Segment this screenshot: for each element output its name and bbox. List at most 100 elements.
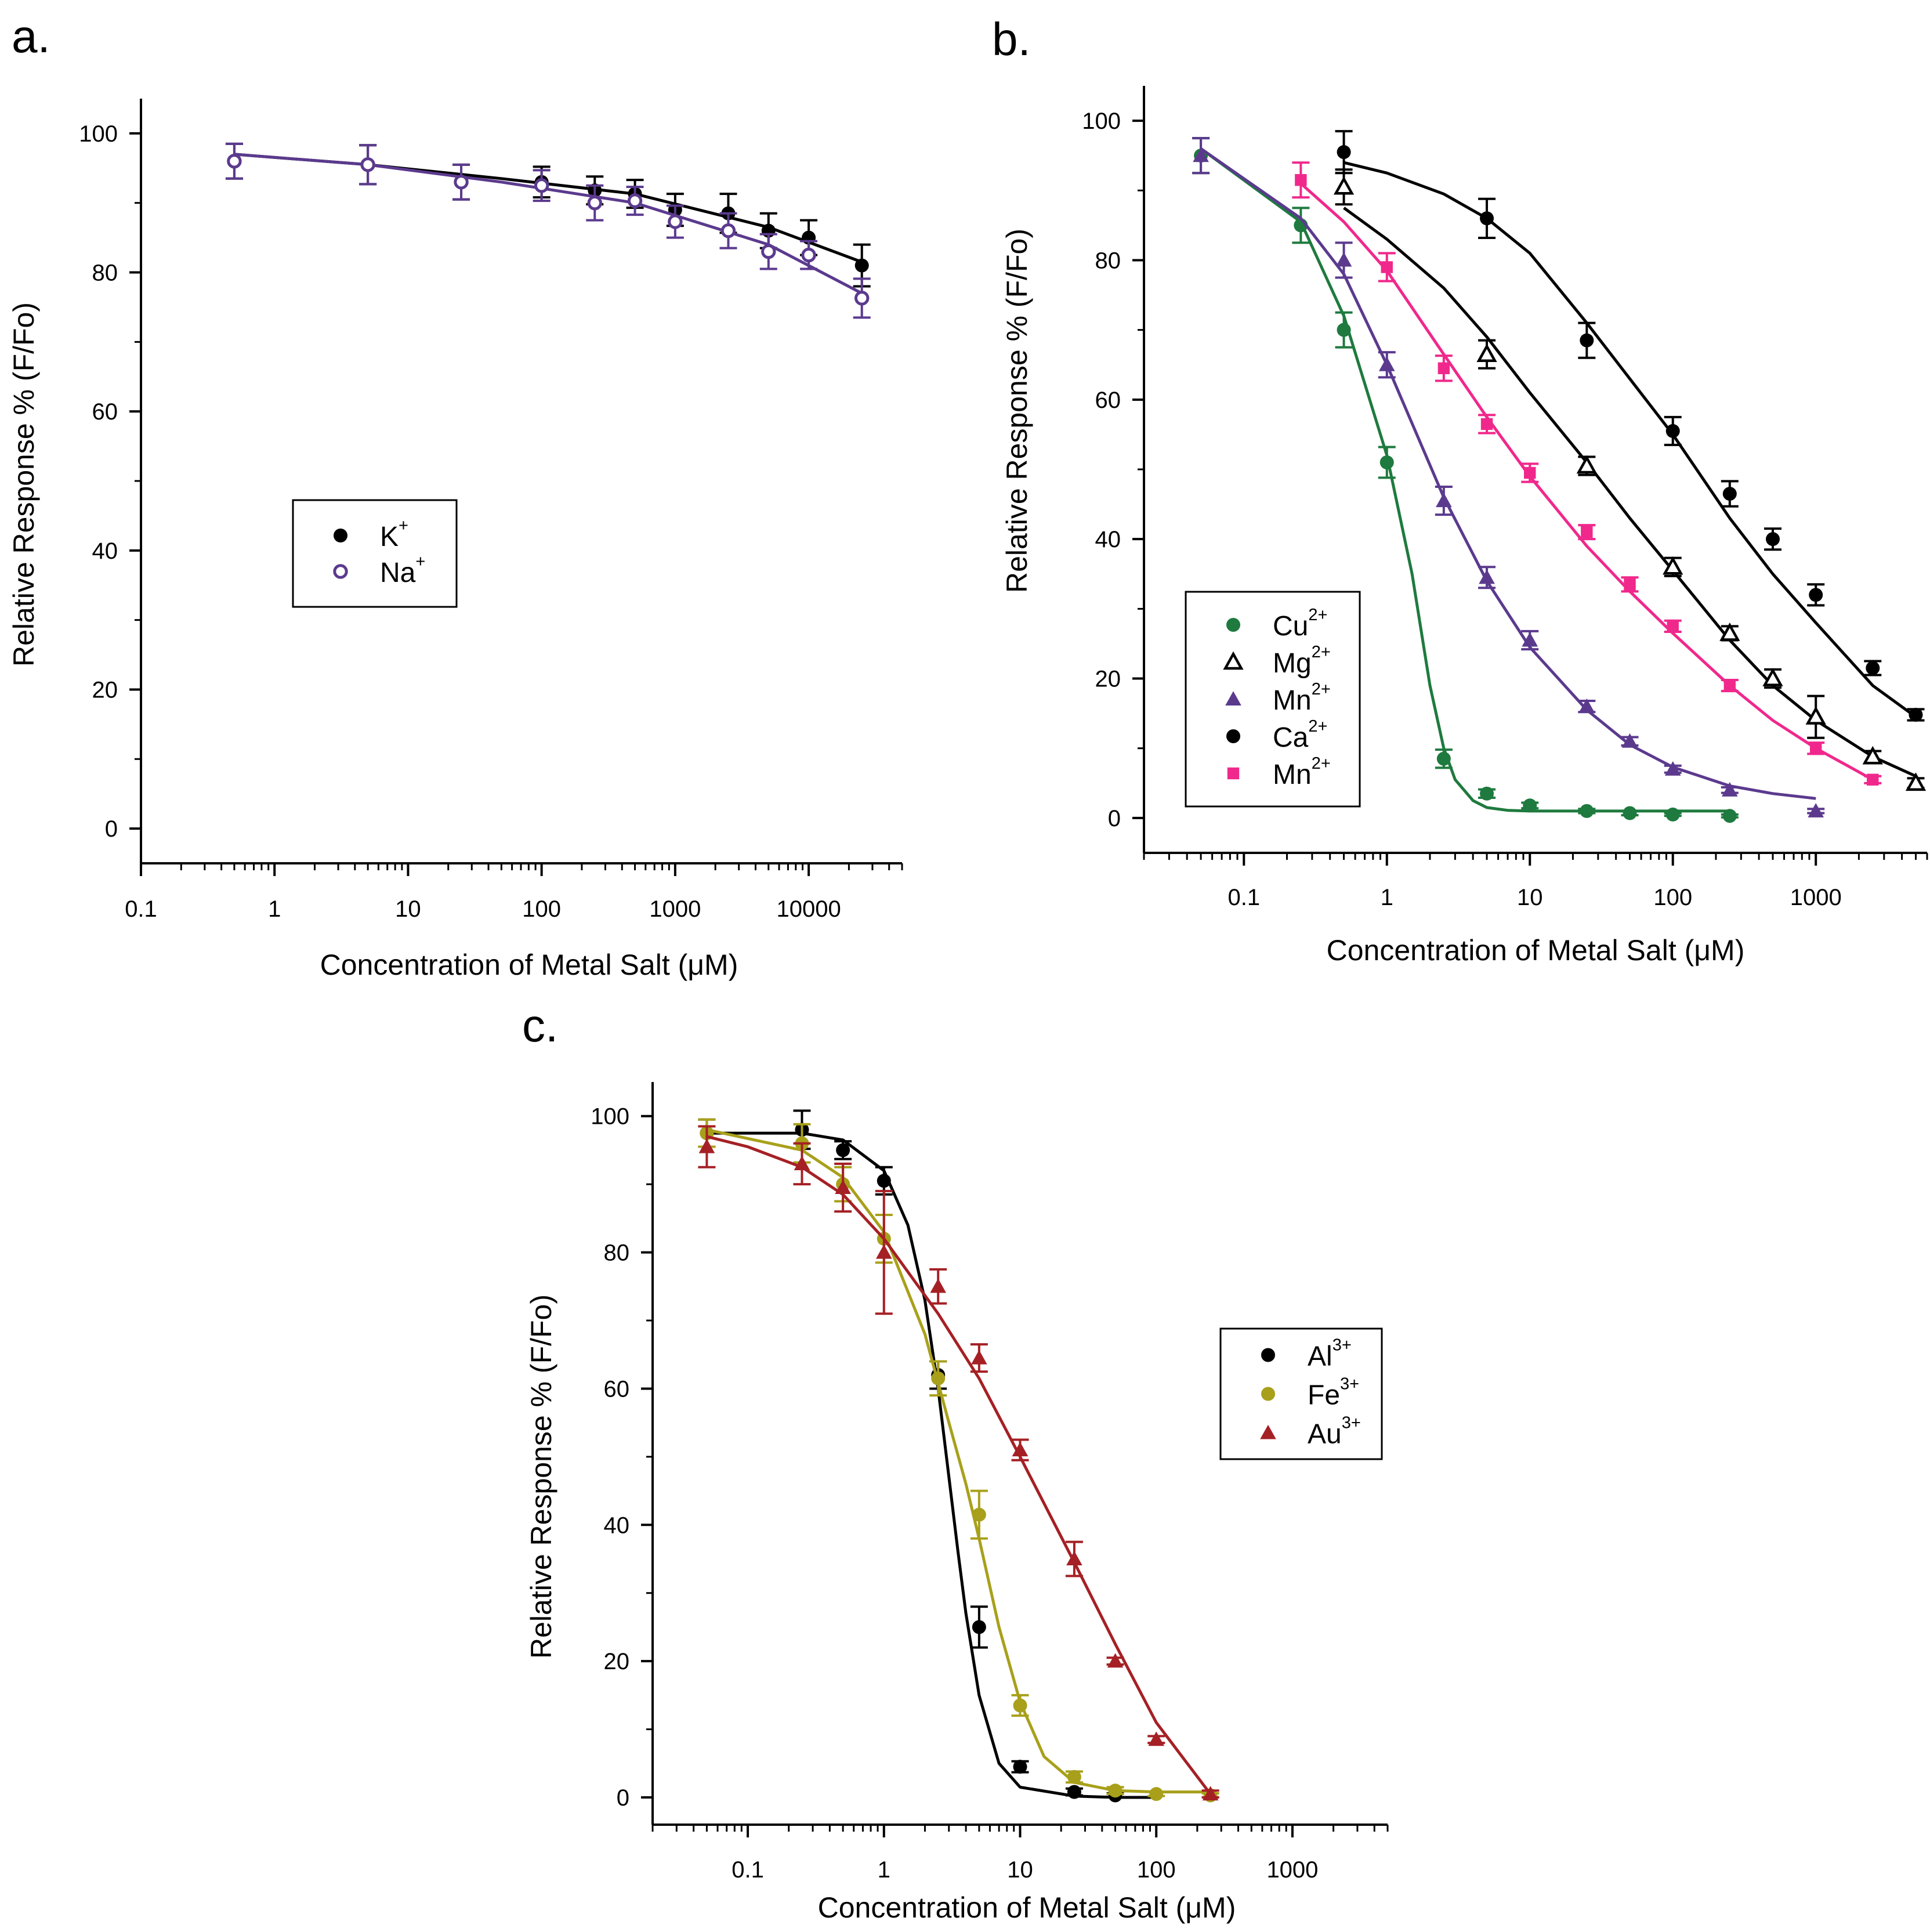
legend-marker (1226, 729, 1240, 743)
legend-charge: + (399, 516, 408, 535)
data-point (1723, 679, 1736, 692)
data-point (1480, 786, 1494, 801)
data-point (1810, 742, 1822, 754)
panel-c-ylabel: Relative Response % (F/Fo) (525, 1294, 557, 1659)
data-point (1333, 176, 1355, 195)
y-tick-label: 20 (604, 1649, 630, 1674)
data-point (930, 1278, 946, 1293)
data-point (1067, 1770, 1081, 1784)
data-point (1337, 323, 1351, 337)
y-tick-label: 0 (1108, 806, 1121, 831)
data-point (877, 1174, 891, 1188)
data-point (761, 244, 776, 259)
series-mn (1292, 161, 1882, 786)
data-point (854, 291, 870, 306)
x-tick-label: 100 (522, 896, 561, 922)
y-tick-label: 80 (1095, 248, 1121, 273)
x-tick-label: 0.1 (732, 1857, 764, 1883)
panel-b-letter: b. (992, 13, 1031, 65)
y-tick-label: 20 (92, 677, 118, 703)
data-point (1722, 782, 1738, 797)
y-tick-label: 40 (92, 538, 118, 564)
data-point (1148, 1731, 1165, 1746)
data-point (972, 1620, 986, 1634)
y-tick-label: 0 (617, 1785, 629, 1811)
legend-charge: 2+ (1308, 717, 1327, 736)
legend-charge: 3+ (1342, 1414, 1361, 1432)
data-point (1378, 356, 1395, 371)
panel-b-ylabel: Relative Response % (F/Fo) (1001, 229, 1033, 593)
legend-charge: + (415, 552, 425, 571)
data-point (835, 1180, 851, 1195)
data-point (1580, 333, 1594, 348)
data-point (875, 1244, 892, 1259)
fit-curve (707, 1131, 1157, 1799)
data-point (360, 157, 375, 172)
panel-c-letter: c. (522, 1000, 558, 1051)
fit-curve (234, 153, 863, 295)
data-point (1437, 362, 1450, 374)
data-point (1436, 493, 1452, 508)
legend: Al3+Fe3+Au3+ (1219, 1327, 1383, 1460)
x-tick-label: 100 (1653, 885, 1692, 910)
fit-curve (706, 1135, 1212, 1795)
x-tick-label: 1000 (649, 896, 701, 922)
y-tick-label: 100 (1082, 108, 1121, 134)
data-point (1480, 418, 1493, 430)
x-tick-label: 10 (1007, 1857, 1033, 1883)
y-tick-label: 100 (79, 121, 118, 147)
data-point (1624, 578, 1636, 591)
legend-box (1185, 591, 1361, 808)
x-tick-label: 100 (1137, 1857, 1176, 1883)
legend-marker (1260, 1424, 1276, 1439)
data-point (1664, 761, 1681, 776)
legend-marker (1261, 1387, 1275, 1401)
x-tick-label: 1000 (1790, 885, 1842, 910)
data-point (1335, 252, 1352, 267)
data-point (854, 258, 869, 273)
data-point (1665, 807, 1680, 822)
data-point (1523, 798, 1537, 813)
data-point (1905, 772, 1927, 791)
data-point (1866, 661, 1880, 675)
data-point (1722, 809, 1737, 823)
x-tick-label: 1000 (1266, 1857, 1318, 1883)
legend-charge: 2+ (1308, 606, 1327, 624)
data-point (801, 247, 816, 263)
legend-marker (1223, 651, 1244, 670)
legend-marker (334, 529, 347, 542)
data-point (1581, 526, 1593, 538)
x-tick-label: 1 (878, 1857, 890, 1883)
data-point (931, 1371, 946, 1385)
legend: Cu2+Mg2+Mn2+Ca2+Mn2+ (1185, 591, 1361, 808)
data-point (971, 1349, 987, 1365)
y-tick-label: 100 (591, 1104, 629, 1130)
data-point (1663, 556, 1683, 575)
panel-c-xlabel: Concentration of Metal Salt (μM) (818, 1891, 1236, 1924)
fit-curve (1344, 161, 1917, 718)
data-point (698, 1138, 715, 1153)
legend-label: Au3+ (1308, 1414, 1361, 1450)
x-tick-label: 10 (1517, 885, 1543, 910)
data-point (1805, 706, 1826, 725)
series-mg (1333, 168, 1927, 791)
data-point (1578, 698, 1595, 713)
data-point (1867, 773, 1879, 786)
legend-charge: 2+ (1312, 643, 1331, 661)
data-point (454, 175, 469, 190)
legend-charge: 2+ (1312, 754, 1331, 773)
y-tick-label: 80 (92, 261, 118, 286)
y-tick-label: 20 (1095, 667, 1121, 692)
data-point (1522, 632, 1538, 647)
data-point (1862, 746, 1883, 765)
data-point (1762, 668, 1783, 686)
y-tick-label: 0 (105, 816, 118, 842)
data-point (1667, 620, 1679, 632)
series-na (225, 142, 871, 319)
y-tick-label: 80 (604, 1240, 630, 1266)
y-tick-label: 40 (1095, 527, 1121, 552)
data-point (1621, 733, 1638, 748)
data-point (1808, 803, 1824, 817)
data-point (627, 193, 643, 208)
